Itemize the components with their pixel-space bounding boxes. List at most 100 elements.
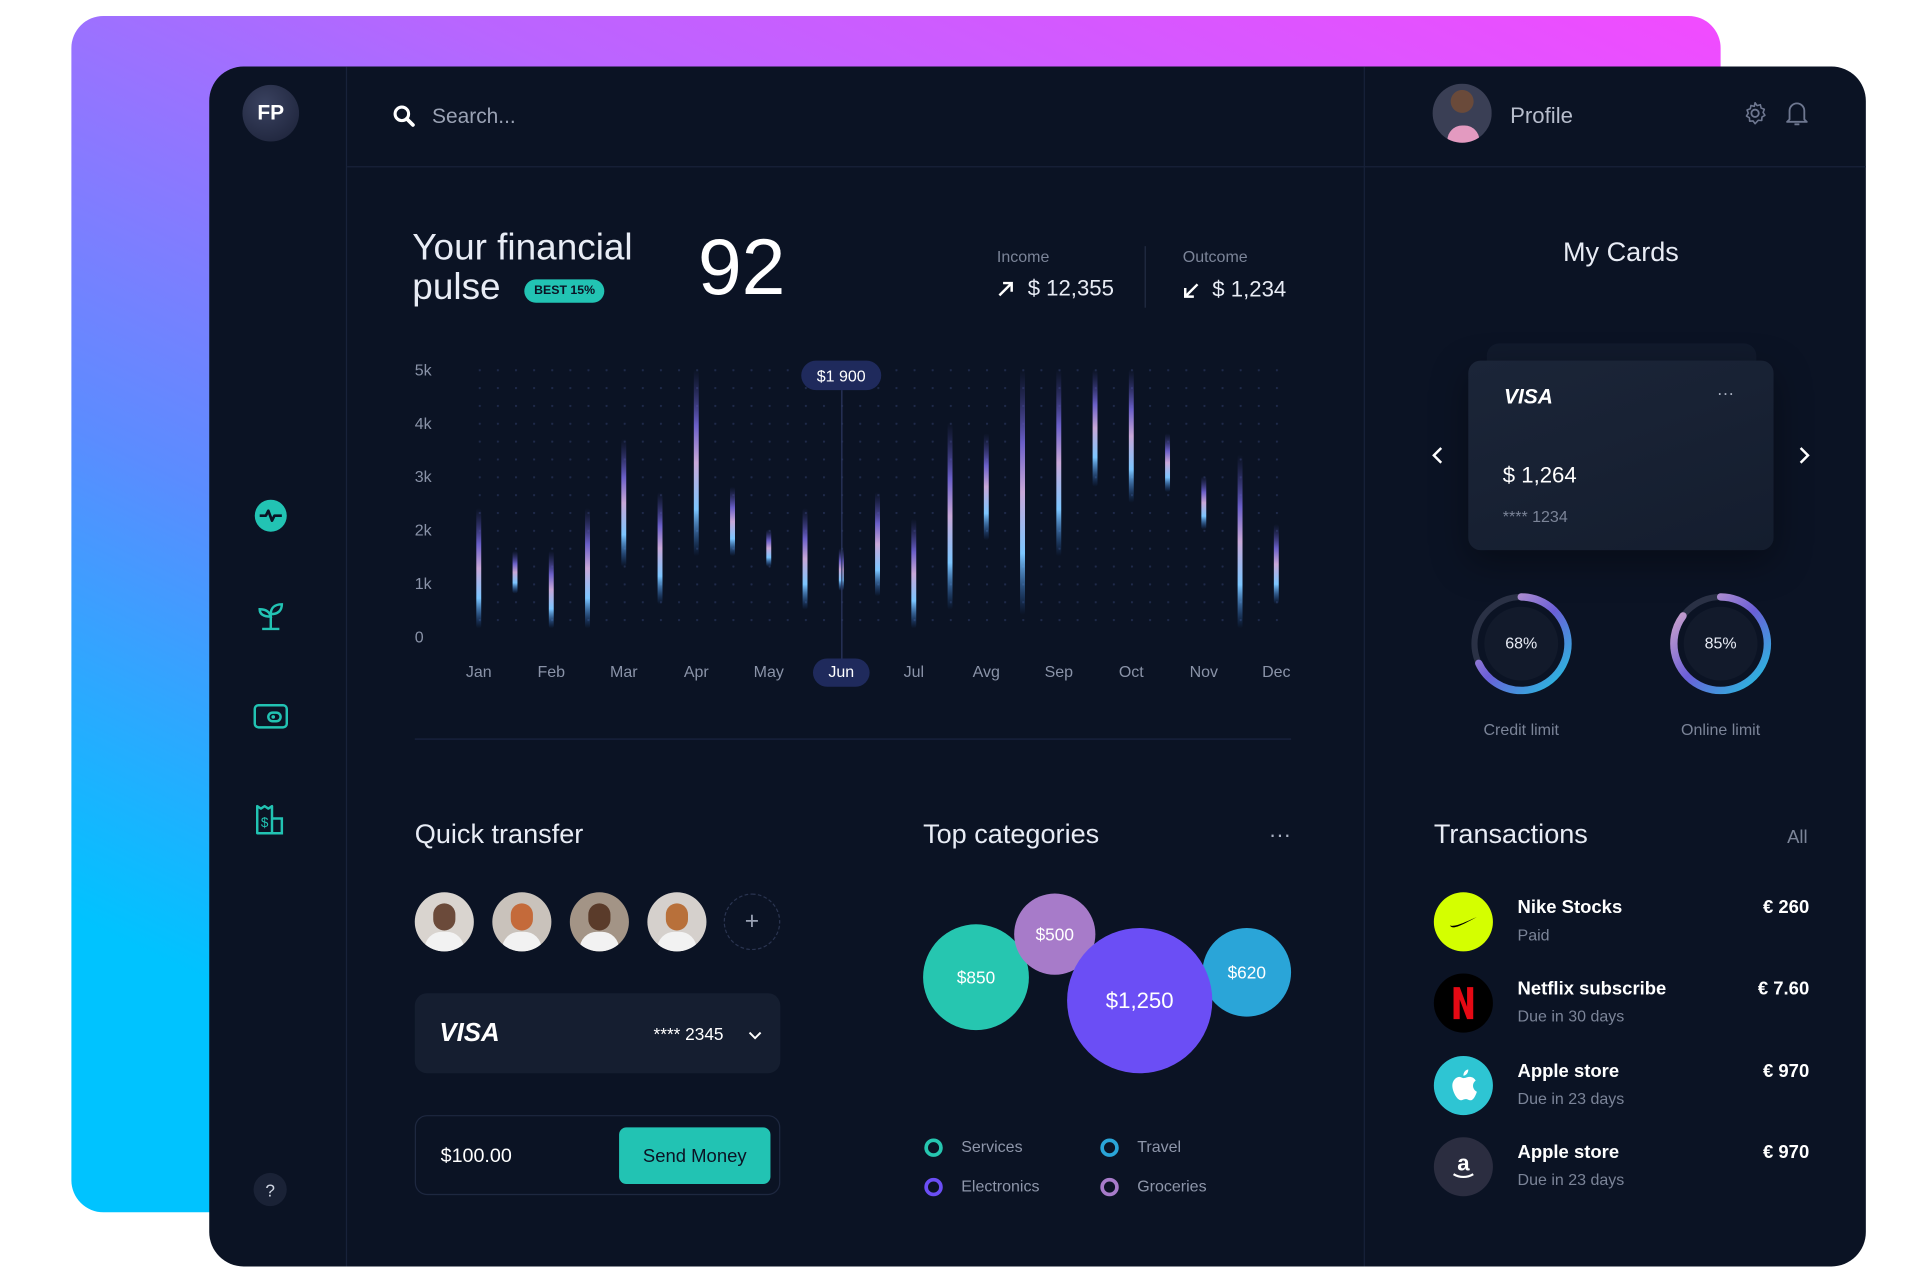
transaction-name: Nike Stocks	[1517, 897, 1623, 919]
x-tick-label[interactable]: Oct	[1119, 664, 1144, 681]
amount-input[interactable]	[438, 1140, 616, 1173]
chart-bar[interactable]	[585, 508, 590, 629]
profile-link[interactable]: Profile	[1510, 103, 1573, 129]
category-bubble[interactable]: $850	[923, 924, 1029, 1031]
card-select[interactable]: VISA **** 2345	[414, 993, 781, 1074]
legend-marker	[1100, 1177, 1119, 1197]
chart-bar[interactable]	[802, 508, 808, 610]
chart-bar[interactable]	[947, 422, 953, 610]
chart-tooltip: $1 900	[801, 360, 882, 391]
x-tick-label[interactable]: Dec	[1262, 664, 1290, 681]
transaction-row[interactable]: Nike Stocks Paid € 260	[1433, 892, 1809, 952]
chart-bar[interactable]	[983, 433, 989, 541]
gauge-value: 85%	[1704, 633, 1737, 653]
chart-bar[interactable]	[548, 550, 554, 629]
avatar-body	[579, 931, 620, 952]
help-label: ?	[265, 1179, 275, 1200]
my-cards-title: My Cards	[1563, 236, 1679, 268]
search-input[interactable]	[429, 98, 927, 136]
gauge-label: Credit limit	[1483, 720, 1560, 739]
sidebar-divider	[345, 66, 348, 1267]
chart-bar[interactable]	[693, 369, 699, 557]
chart-bar[interactable]	[1092, 369, 1098, 487]
category-bubble[interactable]: $1,250	[1067, 928, 1213, 1074]
sprout-icon[interactable]	[255, 597, 287, 631]
card-more-button[interactable]: ···	[1716, 382, 1735, 403]
income-value: $ 12,355	[1027, 275, 1114, 301]
contact-avatar[interactable]	[569, 892, 629, 952]
transaction-amount: € 970	[1763, 1142, 1810, 1164]
arrow-up-right-icon	[998, 281, 1013, 297]
x-tick-label[interactable]: Jan	[466, 664, 492, 681]
x-tick-label[interactable]: Avg	[973, 664, 1000, 681]
apple-logo-icon	[1433, 1056, 1493, 1116]
chart-bar[interactable]	[766, 529, 772, 567]
chevron-right-icon[interactable]	[1797, 446, 1812, 466]
chart-bar[interactable]	[875, 492, 881, 597]
bubble-label: $1,250	[1105, 987, 1174, 1013]
x-tick-label[interactable]: Nov	[1190, 664, 1218, 681]
pulse-chart: 5k 4k 3k 2k 1k 0 Jan Feb Mar Apr May Jun Jul Avg Sep O…	[415, 362, 1291, 687]
add-contact-button[interactable]: +	[723, 893, 781, 951]
arrow-down-left-icon	[1184, 283, 1199, 298]
send-money-label: Send Money	[642, 1145, 747, 1167]
chart-bar[interactable]	[512, 550, 518, 594]
transaction-row[interactable]: Netflix subscribe Due in 30 days € 7.60	[1433, 973, 1809, 1033]
logo-text: FP	[257, 100, 285, 125]
chart-bar[interactable]	[1020, 369, 1026, 615]
gauge-fill	[1470, 593, 1572, 695]
x-tick-label[interactable]: Jul	[904, 664, 924, 681]
transfer-form: Send Money	[414, 1115, 781, 1196]
x-tick-label[interactable]: Sep	[1045, 664, 1074, 681]
bubble-label: $620	[1227, 962, 1266, 983]
transaction-status: Due in 30 days	[1517, 1006, 1625, 1026]
chart-bar[interactable]	[657, 492, 663, 605]
avatar-face	[433, 903, 456, 931]
contact-avatar[interactable]	[492, 892, 552, 952]
contact-avatar[interactable]	[647, 892, 707, 952]
profile-avatar[interactable]	[1432, 83, 1492, 143]
chart-bar[interactable]	[1165, 433, 1171, 493]
legend-label: Electronics	[961, 1176, 1040, 1196]
x-tick-label[interactable]: May	[754, 664, 784, 681]
contact-avatar[interactable]	[414, 892, 474, 952]
transaction-row[interactable]: Apple store Due in 23 days € 970	[1433, 1056, 1810, 1116]
logo[interactable]: FP	[242, 84, 300, 142]
chart-bar[interactable]	[1201, 476, 1207, 530]
chart-bar[interactable]	[911, 518, 917, 629]
transaction-row[interactable]: a Apple store Due in 23 days € 970	[1433, 1137, 1810, 1197]
x-tick-label[interactable]: Feb	[537, 664, 565, 681]
chart-bar[interactable]	[1237, 454, 1243, 629]
chart-bar[interactable]	[1128, 369, 1134, 503]
x-tick-label[interactable]: Apr	[684, 664, 710, 681]
x-tick-label[interactable]: Jun	[828, 664, 854, 681]
help-button[interactable]: ?	[253, 1172, 287, 1207]
transactions-all-link[interactable]: All	[1787, 827, 1808, 849]
chart-bar[interactable]	[730, 486, 735, 557]
amazon-logo-icon: a	[1433, 1137, 1493, 1197]
y-tick-label: 0	[415, 629, 424, 646]
visa-card[interactable]: VISA ··· $ 1,264 **** 1234	[1468, 360, 1774, 551]
gear-icon[interactable]	[1743, 101, 1768, 126]
chart-bar[interactable]	[476, 508, 482, 629]
categories-more-button[interactable]: ···	[1268, 822, 1292, 847]
chart-bar[interactable]	[621, 438, 627, 567]
send-money-button[interactable]: Send Money	[619, 1127, 771, 1185]
chart-bar[interactable]	[1056, 369, 1062, 557]
nike-logo-icon	[1433, 892, 1493, 952]
transaction-amount: € 970	[1763, 1060, 1810, 1082]
chart-bar[interactable]	[1273, 524, 1279, 605]
receipt-dollar-icon[interactable]: $	[254, 802, 288, 836]
category-bubble[interactable]: $620	[1202, 928, 1292, 1017]
x-tick-label[interactable]: Mar	[610, 664, 638, 681]
avatar-body	[657, 931, 697, 952]
pulse-title-line1: Your financial	[412, 227, 633, 269]
bell-icon[interactable]	[1786, 100, 1808, 127]
card-number: **** 2345	[653, 1024, 724, 1044]
wallet-icon[interactable]	[252, 703, 289, 730]
chevron-left-icon[interactable]	[1430, 446, 1445, 466]
top-categories-title: Top categories	[923, 818, 1100, 850]
activity-icon[interactable]	[254, 498, 288, 532]
gauge-value: 68%	[1505, 633, 1538, 653]
